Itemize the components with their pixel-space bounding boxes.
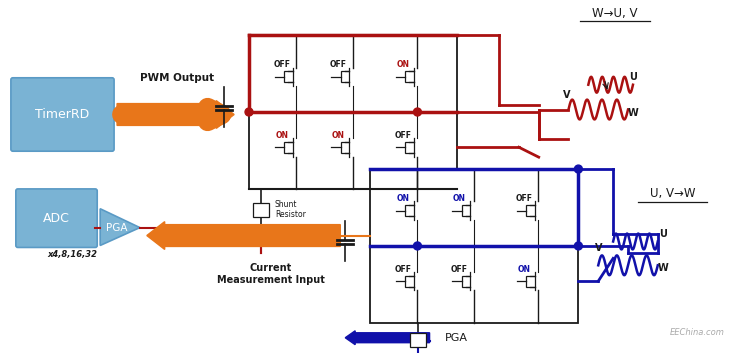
Text: ON: ON xyxy=(396,194,409,203)
FancyBboxPatch shape xyxy=(11,78,114,151)
Circle shape xyxy=(413,108,422,116)
Text: V: V xyxy=(595,244,602,253)
FancyArrow shape xyxy=(147,222,340,250)
Text: W: W xyxy=(657,263,668,273)
FancyArrow shape xyxy=(117,101,234,129)
Bar xyxy=(370,169,578,323)
Text: ON: ON xyxy=(517,265,530,274)
FancyArrow shape xyxy=(345,331,429,345)
Bar xyxy=(405,142,413,153)
Text: PWM Output: PWM Output xyxy=(139,73,214,83)
Text: OFF: OFF xyxy=(451,265,468,274)
Bar xyxy=(253,203,269,217)
Text: U, V→W: U, V→W xyxy=(650,187,696,200)
Text: TimerRD: TimerRD xyxy=(35,108,90,121)
Bar xyxy=(526,205,535,216)
Bar xyxy=(405,71,413,82)
Circle shape xyxy=(245,108,253,116)
Circle shape xyxy=(575,242,582,250)
Circle shape xyxy=(575,165,582,173)
Text: x4,8,16,32: x4,8,16,32 xyxy=(47,250,97,259)
Bar xyxy=(405,205,413,216)
Text: OFF: OFF xyxy=(515,194,532,203)
Bar xyxy=(249,35,457,189)
Text: OFF: OFF xyxy=(394,131,411,140)
Bar xyxy=(526,276,535,287)
Bar xyxy=(405,276,413,287)
Bar xyxy=(462,276,470,287)
Text: ON: ON xyxy=(396,60,409,69)
Text: V: V xyxy=(562,90,570,100)
Text: U: U xyxy=(629,72,637,82)
FancyBboxPatch shape xyxy=(16,189,97,247)
Bar xyxy=(462,205,470,216)
Text: W: W xyxy=(627,108,639,118)
Text: ON: ON xyxy=(453,194,466,203)
Text: OFF: OFF xyxy=(394,265,411,274)
Text: PGA: PGA xyxy=(444,333,468,343)
Text: EEChina.com: EEChina.com xyxy=(670,328,725,337)
Polygon shape xyxy=(100,209,140,245)
Bar xyxy=(284,142,293,153)
Text: Shunt
Resistor: Shunt Resistor xyxy=(275,200,306,219)
Bar xyxy=(284,71,293,82)
Text: OFF: OFF xyxy=(273,60,290,69)
Circle shape xyxy=(413,242,422,250)
Text: ON: ON xyxy=(332,131,345,140)
Bar xyxy=(341,71,349,82)
Text: Current
Measurement Input: Current Measurement Input xyxy=(217,263,325,285)
Text: ON: ON xyxy=(275,131,288,140)
Text: OFF: OFF xyxy=(330,60,346,69)
Bar xyxy=(410,333,425,347)
Bar xyxy=(341,142,349,153)
Text: U: U xyxy=(659,229,666,239)
Text: ADC: ADC xyxy=(43,212,70,225)
Text: W→U, V: W→U, V xyxy=(593,7,638,20)
Text: PGA: PGA xyxy=(106,223,128,233)
